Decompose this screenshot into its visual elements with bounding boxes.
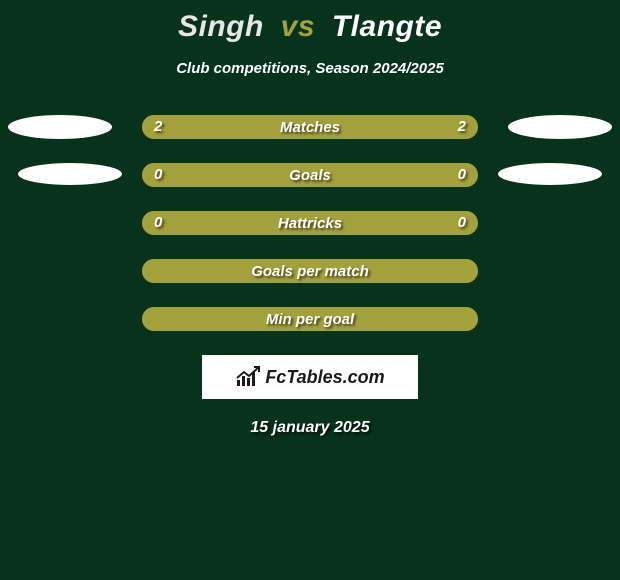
stat-row: Goals per match (0, 259, 620, 283)
ellipse-right (498, 163, 602, 185)
stat-value-left: 0 (154, 163, 162, 187)
subtitle: Club competitions, Season 2024/2025 (0, 60, 620, 77)
stat-value-left: 2 (154, 115, 162, 139)
stat-bar: Goals per match (142, 259, 478, 283)
comparison-card: Singh vs Tlangte Club competitions, Seas… (0, 0, 620, 580)
ellipse-right (508, 115, 612, 139)
page-title: Singh vs Tlangte (0, 0, 620, 44)
vs-text: vs (281, 10, 315, 43)
stat-row: Min per goal (0, 307, 620, 331)
stat-row: 0 Goals 0 (0, 163, 620, 187)
stat-row: 0 Hattricks 0 (0, 211, 620, 235)
stat-row: 2 Matches 2 (0, 115, 620, 139)
stat-label: Min per goal (266, 311, 354, 328)
stat-value-right: 2 (458, 115, 466, 139)
stats-rows: 2 Matches 2 0 Goals 0 0 Hattricks 0 (0, 115, 620, 331)
stat-label: Goals per match (251, 263, 369, 280)
stat-value-right: 0 (458, 211, 466, 235)
stat-label: Matches (280, 119, 340, 136)
player2-name: Tlangte (332, 10, 442, 43)
logo-text: FcTables.com (265, 367, 384, 388)
stat-label: Hattricks (278, 215, 342, 232)
chart-arrow-icon (235, 366, 261, 388)
stat-label: Goals (289, 167, 331, 184)
stat-bar: 0 Goals 0 (142, 163, 478, 187)
player1-name: Singh (178, 10, 264, 43)
stat-bar: 2 Matches 2 (142, 115, 478, 139)
ellipse-left (18, 163, 122, 185)
stat-value-left: 0 (154, 211, 162, 235)
stat-value-right: 0 (458, 163, 466, 187)
logo-box[interactable]: FcTables.com (202, 355, 418, 399)
stat-bar: Min per goal (142, 307, 478, 331)
ellipse-left (8, 115, 112, 139)
stat-bar: 0 Hattricks 0 (142, 211, 478, 235)
date-text: 15 january 2025 (0, 419, 620, 437)
